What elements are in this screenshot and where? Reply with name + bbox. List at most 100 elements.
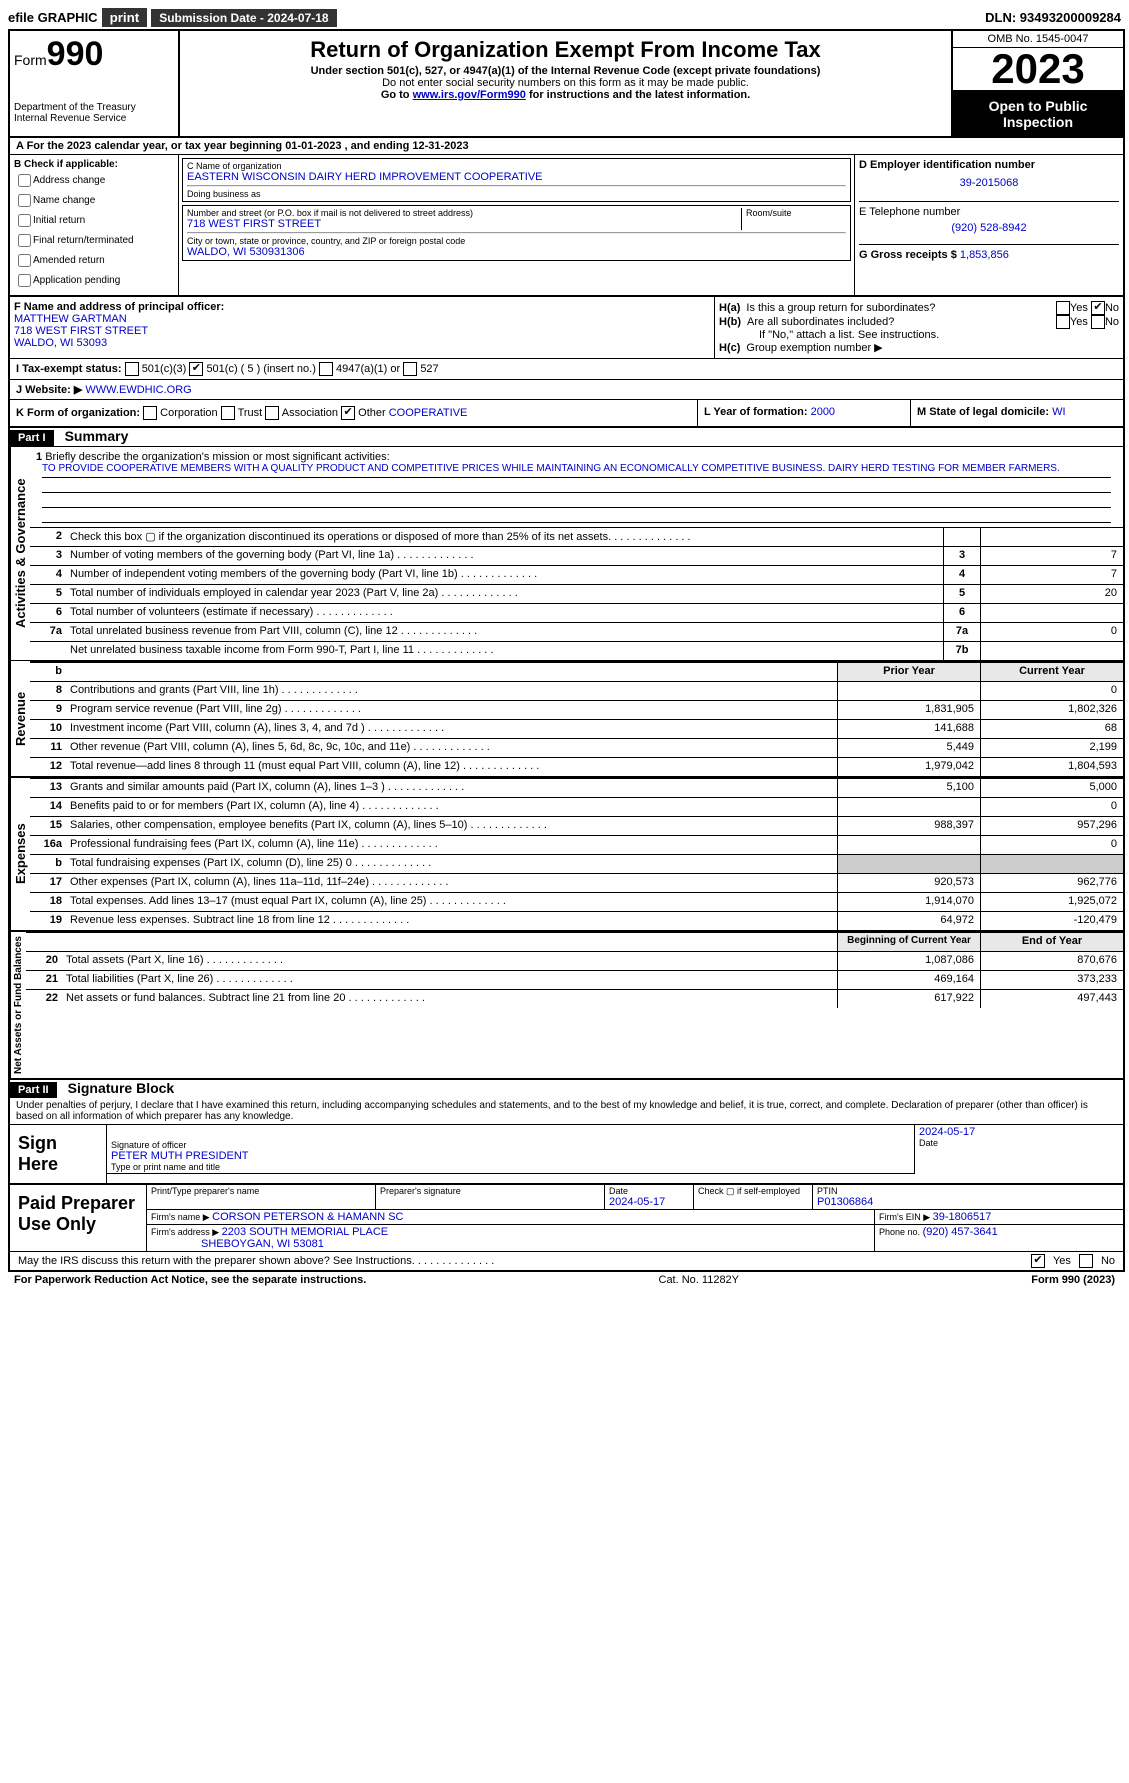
chk-initial-return[interactable]: Initial return [14, 211, 174, 230]
dln-label: DLN: 93493200009284 [985, 10, 1121, 25]
chk-name-change[interactable]: Name change [14, 191, 174, 210]
website-value: WWW.EWDHIC.ORG [85, 384, 191, 396]
chk-name-change-input[interactable] [18, 194, 31, 207]
chk-501c[interactable] [189, 362, 203, 376]
other-val: COOPERATIVE [389, 407, 468, 419]
ein-label: D Employer identification number [859, 159, 1035, 171]
data-row: 19 Revenue less expenses. Subtract line … [30, 911, 1123, 930]
hb-yes[interactable] [1056, 315, 1070, 329]
l-label: L Year of formation: [704, 406, 808, 418]
chk-initial-return-input[interactable] [18, 214, 31, 227]
form-subtitle-3: Go to www.irs.gov/Form990 for instructio… [188, 89, 943, 101]
mission-text: TO PROVIDE COOPERATIVE MEMBERS WITH A QU… [42, 463, 1111, 478]
form-word: Form [14, 52, 47, 68]
gov-row: Net unrelated business taxable income fr… [30, 641, 1123, 660]
part-1-bar: Part I Summary [10, 426, 1123, 446]
chk-corp[interactable] [143, 406, 157, 420]
beg-year-header: Beginning of Current Year [837, 933, 980, 951]
paid-label: Paid Preparer Use Only [10, 1185, 147, 1251]
chk-4947[interactable] [319, 362, 333, 376]
chk-final-return[interactable]: Final return/terminated [14, 231, 174, 250]
part-2-num: Part II [10, 1082, 57, 1098]
section-expenses: Expenses 13 Grants and similar amounts p… [10, 776, 1123, 930]
form-subtitle-1: Under section 501(c), 527, or 4947(a)(1)… [188, 65, 943, 77]
gov-row: 5 Total number of individuals employed i… [30, 584, 1123, 603]
ha-text: Is this a group return for subordinates? [746, 302, 935, 314]
m-val: WI [1052, 406, 1065, 418]
officer-city: WALDO, WI 53093 [14, 337, 107, 349]
m-label: M State of legal domicile: [917, 406, 1049, 418]
street-value: 718 WEST FIRST STREET [187, 218, 741, 230]
chk-other[interactable] [341, 406, 355, 420]
k-label: K Form of organization: [16, 407, 140, 419]
header-left: Form990 Department of the Treasury Inter… [10, 31, 180, 136]
sidelabel-revenue: Revenue [10, 661, 30, 776]
chk-assoc[interactable] [265, 406, 279, 420]
data-row: 15 Salaries, other compensation, employe… [30, 816, 1123, 835]
hb-no[interactable] [1091, 315, 1105, 329]
form-990-container: Form990 Department of the Treasury Inter… [8, 29, 1125, 1272]
footer-right: Form 990 (2023) [1031, 1274, 1115, 1286]
row-klm: K Form of organization: Corporation Trus… [10, 399, 1123, 426]
chk-address-change[interactable]: Address change [14, 171, 174, 190]
chk-501c3[interactable] [125, 362, 139, 376]
data-row: 14 Benefits paid to or for members (Part… [30, 797, 1123, 816]
ha-yes[interactable] [1056, 301, 1070, 315]
section-net-assets: Net Assets or Fund Balances Beginning of… [10, 930, 1123, 1078]
data-row: 17 Other expenses (Part IX, column (A), … [30, 873, 1123, 892]
col-c-org-info: C Name of organization EASTERN WISCONSIN… [179, 155, 854, 295]
efile-label: efile GRAPHIC [8, 10, 98, 25]
h-block: H(a) Is this a group return for subordin… [715, 297, 1123, 358]
sig-date-value: 2024-05-17 [919, 1126, 1119, 1138]
data-row: b Total fundraising expenses (Part IX, c… [30, 854, 1123, 873]
chk-amended[interactable]: Amended return [14, 251, 174, 270]
l-val: 2000 [811, 406, 835, 418]
chk-application-pending[interactable]: Application pending [14, 271, 174, 290]
chk-amended-input[interactable] [18, 254, 31, 267]
chk-application-pending-input[interactable] [18, 274, 31, 287]
submission-date-button[interactable]: Submission Date - 2024-07-18 [151, 9, 336, 27]
sig-officer-name: PETER MUTH PRESIDENT [111, 1150, 910, 1162]
phone-value: (920) 528-8942 [859, 218, 1119, 238]
hb-note: If "No," attach a list. See instructions… [719, 329, 1119, 341]
footer-left: For Paperwork Reduction Act Notice, see … [14, 1274, 366, 1286]
dept-treasury: Department of the Treasury [14, 102, 174, 113]
top-toolbar: efile GRAPHIC print Submission Date - 20… [8, 8, 1121, 27]
dept-irs: Internal Revenue Service [14, 113, 174, 124]
gross-label: G Gross receipts $ [859, 249, 957, 261]
footer: For Paperwork Reduction Act Notice, see … [8, 1272, 1121, 1288]
part-2-title: Signature Block [60, 1080, 175, 1096]
footer-mid: Cat. No. 11282Y [659, 1274, 740, 1286]
data-row: 20 Total assets (Part X, line 16) 1,087,… [26, 951, 1123, 970]
mission-blank-2 [42, 493, 1111, 508]
city-value: WALDO, WI 530931306 [187, 246, 846, 258]
form-title: Return of Organization Exempt From Incom… [188, 37, 943, 63]
sidelabel-governance: Activities & Governance [10, 447, 30, 660]
paid-preparer-row: Paid Preparer Use Only Print/Type prepar… [10, 1184, 1123, 1251]
row-i: I Tax-exempt status: 501(c)(3) 501(c) ( … [10, 358, 1123, 379]
may-irs-yes[interactable] [1031, 1254, 1045, 1268]
col-d-thru-g: D Employer identification number 39-2015… [854, 155, 1123, 295]
ha-no[interactable] [1091, 301, 1105, 315]
gov-row: 2 Check this box ▢ if the organization d… [30, 527, 1123, 546]
chk-address-change-input[interactable] [18, 174, 31, 187]
row-j: J Website: ▶ WWW.EWDHIC.ORG [10, 379, 1123, 399]
form-number: 990 [47, 35, 104, 73]
form-header: Form990 Department of the Treasury Inter… [10, 31, 1123, 138]
officer-name: MATTHEW GARTMAN [14, 313, 127, 325]
print-button[interactable]: print [102, 8, 148, 27]
hb-text: Are all subordinates included? [747, 316, 894, 328]
gov-row: 3 Number of voting members of the govern… [30, 546, 1123, 565]
mission-blank-3 [42, 508, 1111, 523]
irs-link[interactable]: www.irs.gov/Form990 [413, 89, 526, 101]
chk-final-return-input[interactable] [18, 234, 31, 247]
data-row: 10 Investment income (Part VIII, column … [30, 719, 1123, 738]
may-irs-no[interactable] [1079, 1254, 1093, 1268]
gov-row: 4 Number of independent voting members o… [30, 565, 1123, 584]
chk-trust[interactable] [221, 406, 235, 420]
officer-street: 718 WEST FIRST STREET [14, 325, 148, 337]
chk-527[interactable] [403, 362, 417, 376]
org-name: EASTERN WISCONSIN DAIRY HERD IMPROVEMENT… [187, 171, 846, 183]
data-row: 12 Total revenue—add lines 8 through 11 … [30, 757, 1123, 776]
room-label: Room/suite [746, 208, 846, 218]
